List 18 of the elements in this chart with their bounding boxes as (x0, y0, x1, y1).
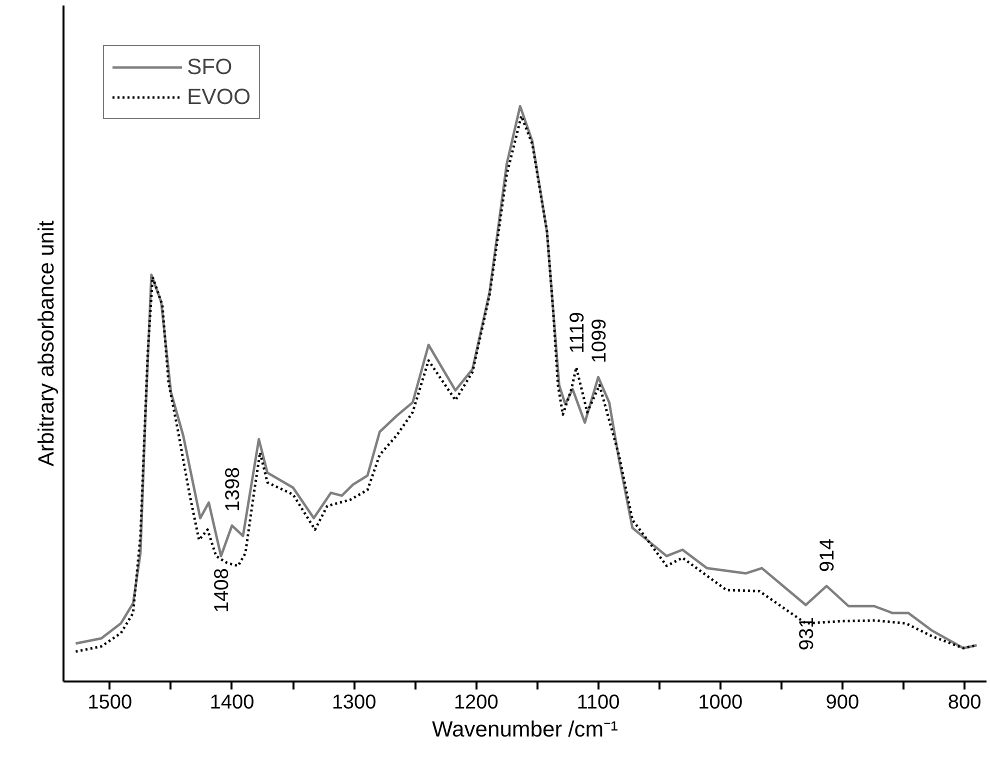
annotation: 1119 (566, 312, 588, 354)
x-tick-label: 800 (948, 692, 982, 714)
x-tick-label: 1400 (210, 692, 254, 714)
x-tick-label: 1000 (698, 692, 743, 714)
x-tick-label: 1100 (576, 692, 620, 714)
x-tick-label: 1500 (88, 692, 132, 714)
x-tick-label: 1300 (332, 692, 376, 714)
x-tick-label: 1200 (454, 692, 498, 714)
y-axis-title: Arbitrary absorbance unit (34, 220, 58, 466)
annotation: 1398 (222, 467, 244, 512)
annotation: 914 (816, 538, 839, 572)
annotation: 931 (796, 616, 818, 650)
x-tick-label: 900 (826, 692, 860, 714)
annotation: 1408 (210, 568, 233, 613)
legend-label: EVOO (187, 84, 251, 110)
x-axis-title: Wavenumber /cm⁻¹ (432, 716, 618, 742)
annotation: 1099 (588, 318, 610, 364)
legend-label: SFO (187, 54, 232, 80)
